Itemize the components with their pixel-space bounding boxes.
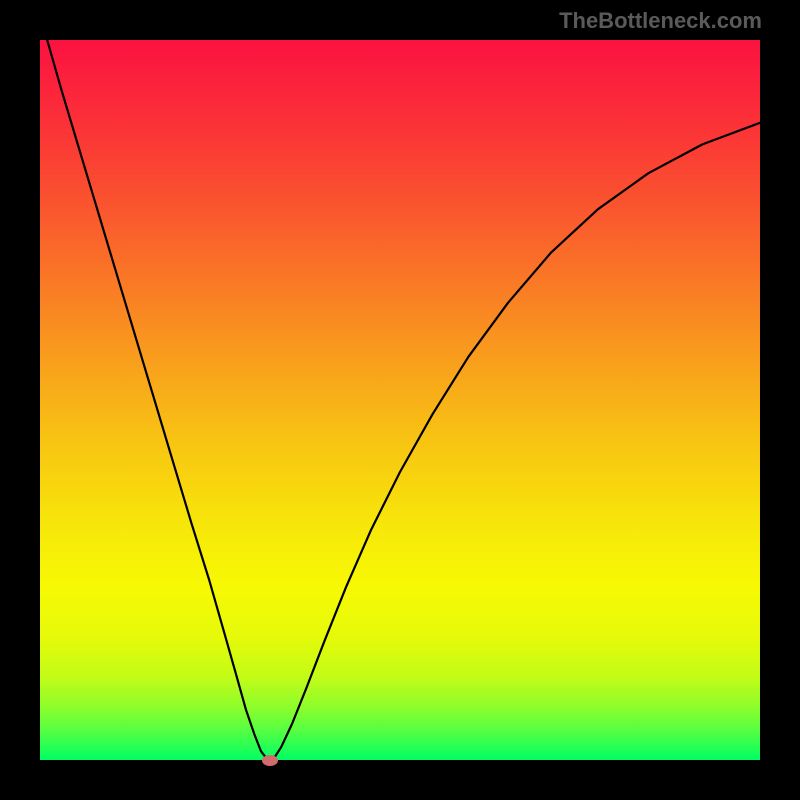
watermark-text: TheBottleneck.com bbox=[559, 8, 762, 34]
optimum-marker-ellipse bbox=[262, 755, 278, 766]
chart-root: TheBottleneck.com bbox=[0, 0, 800, 800]
optimum-marker bbox=[260, 753, 280, 768]
plot-background bbox=[40, 40, 760, 760]
plot-area bbox=[40, 40, 760, 760]
plot-svg bbox=[40, 40, 760, 760]
